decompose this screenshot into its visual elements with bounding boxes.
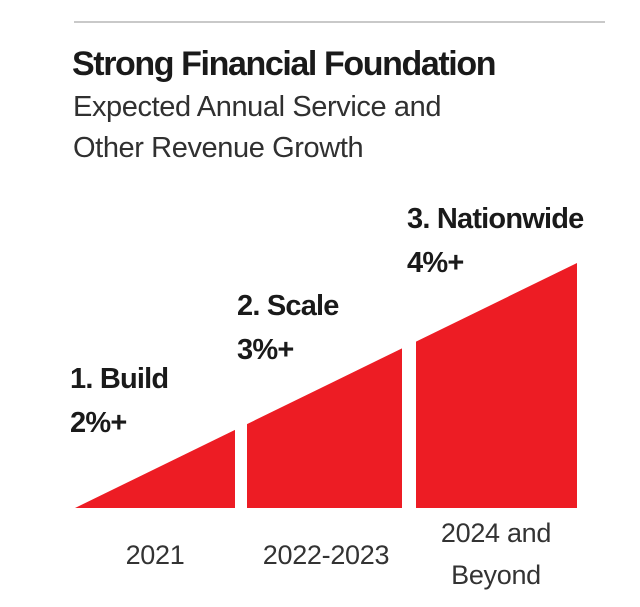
phase-name: 3. Nationwide bbox=[407, 203, 584, 235]
wedge-segment-3 bbox=[416, 263, 577, 508]
axis-label-2022-2023: 2022-2023 bbox=[262, 534, 390, 576]
top-divider bbox=[74, 21, 605, 23]
phase-name: 2. Scale bbox=[237, 290, 339, 322]
axis-label-2024-beyond: 2024 and Beyond bbox=[440, 512, 552, 596]
page-subtitle-line-2: Other Revenue Growth bbox=[73, 132, 364, 164]
phase-label-scale: 2. Scale 3%+ bbox=[237, 284, 339, 372]
phase-value: 2%+ bbox=[70, 407, 127, 439]
axis-label-line: Beyond bbox=[451, 560, 541, 590]
axis-label-line: 2022-2023 bbox=[262, 540, 390, 570]
axis-label-line: 2024 and bbox=[440, 518, 552, 548]
phase-label-build: 1. Build 2%+ bbox=[70, 357, 169, 445]
page-subtitle: Expected Annual Service and Other Revenu… bbox=[73, 87, 441, 169]
axis-label-2021: 2021 bbox=[126, 534, 185, 576]
phase-label-nationwide: 3. Nationwide 4%+ bbox=[407, 197, 584, 285]
wedge-segment-2 bbox=[247, 348, 402, 508]
phase-value: 4%+ bbox=[407, 247, 464, 279]
page-title: Strong Financial Foundation bbox=[72, 45, 496, 83]
wedge-segment-1 bbox=[75, 429, 235, 508]
axis-label-line: 2021 bbox=[125, 540, 185, 570]
phase-name: 1. Build bbox=[70, 363, 169, 395]
phase-value: 3%+ bbox=[237, 334, 294, 366]
page-subtitle-line-1: Expected Annual Service and bbox=[73, 91, 442, 123]
